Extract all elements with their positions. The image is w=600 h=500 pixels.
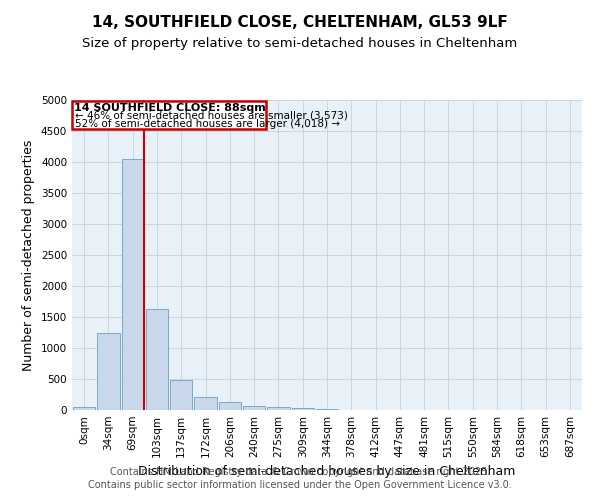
Bar	[122, 159, 144, 410]
Bar	[316, 409, 338, 410]
Text: Size of property relative to semi-detached houses in Cheltenham: Size of property relative to semi-detach…	[82, 38, 518, 51]
Y-axis label: Number of semi-detached properties: Number of semi-detached properties	[22, 140, 35, 370]
Bar	[243, 406, 265, 410]
Text: 52% of semi-detached houses are larger (4,018) →: 52% of semi-detached houses are larger (…	[75, 119, 340, 129]
Bar	[146, 309, 168, 410]
Bar	[218, 402, 241, 410]
Text: 14, SOUTHFIELD CLOSE, CHELTENHAM, GL53 9LF: 14, SOUTHFIELD CLOSE, CHELTENHAM, GL53 9…	[92, 15, 508, 30]
Bar	[267, 407, 290, 410]
FancyBboxPatch shape	[73, 100, 266, 128]
Bar	[73, 407, 95, 410]
Bar	[97, 332, 119, 410]
Bar	[194, 397, 217, 410]
Bar	[292, 408, 314, 410]
Text: 14 SOUTHFIELD CLOSE: 88sqm: 14 SOUTHFIELD CLOSE: 88sqm	[74, 104, 265, 114]
Text: ← 46% of semi-detached houses are smaller (3,573): ← 46% of semi-detached houses are smalle…	[75, 111, 348, 121]
X-axis label: Distribution of semi-detached houses by size in Cheltenham: Distribution of semi-detached houses by …	[139, 466, 515, 478]
Bar	[170, 380, 193, 410]
Text: Contains HM Land Registry data © Crown copyright and database right 2025.
Contai: Contains HM Land Registry data © Crown c…	[88, 467, 512, 490]
